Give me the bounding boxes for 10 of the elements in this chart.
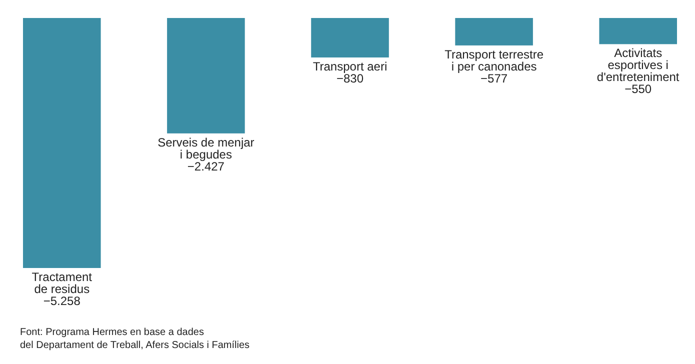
x-tick-label: Transport aeri [312, 59, 388, 74]
data-label: −5.258 [43, 294, 81, 308]
data-label: −577 [480, 71, 508, 86]
data-label: −550 [624, 82, 652, 96]
x-tick-label: Serveis de menjar i begudes [158, 135, 254, 162]
x-tick-label: Activitats esportives i d'entreteniment [596, 46, 680, 84]
data-label: −830 [336, 71, 364, 86]
x-tick-label: Transport terrestre i per canonades [444, 47, 544, 74]
text: Font: Programa Hermes en base a dades del Departament de Treball, Afers Socials i Famílies [20, 327, 250, 351]
x-tick-label: Tractament de residus [32, 270, 93, 296]
